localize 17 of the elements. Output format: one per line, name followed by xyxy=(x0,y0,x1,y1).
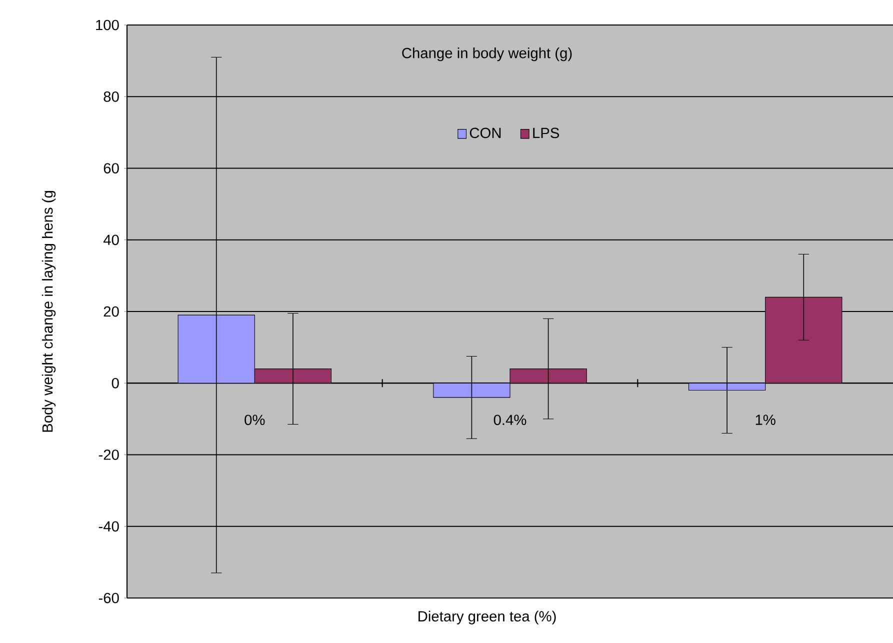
y-tick-label: 60 xyxy=(104,163,119,174)
y-tick-label: -60 xyxy=(98,592,119,604)
y-tick-label: 40 xyxy=(103,234,119,246)
x-tick-label: 0.4% xyxy=(494,414,526,426)
legend-label: CON xyxy=(470,128,501,138)
y-tick-label: 100 xyxy=(96,20,119,30)
y-tick-label: -40 xyxy=(98,521,119,532)
text: Change in body weight (g) xyxy=(402,47,572,62)
y-axis-title: Body weight change in laying hens (g xyxy=(42,191,56,432)
y-tick-label: 80 xyxy=(104,91,119,102)
legend-label: LPS xyxy=(533,128,560,138)
x-axis-title: Dietary green tea (%) xyxy=(418,610,556,624)
x-tick-label: 0% xyxy=(244,414,265,426)
y-tick-label: -20 xyxy=(98,450,119,460)
x-tick-label: 1% xyxy=(756,414,776,425)
y-tick-label: 0 xyxy=(112,378,119,388)
y-tick-label: 20 xyxy=(104,306,119,317)
